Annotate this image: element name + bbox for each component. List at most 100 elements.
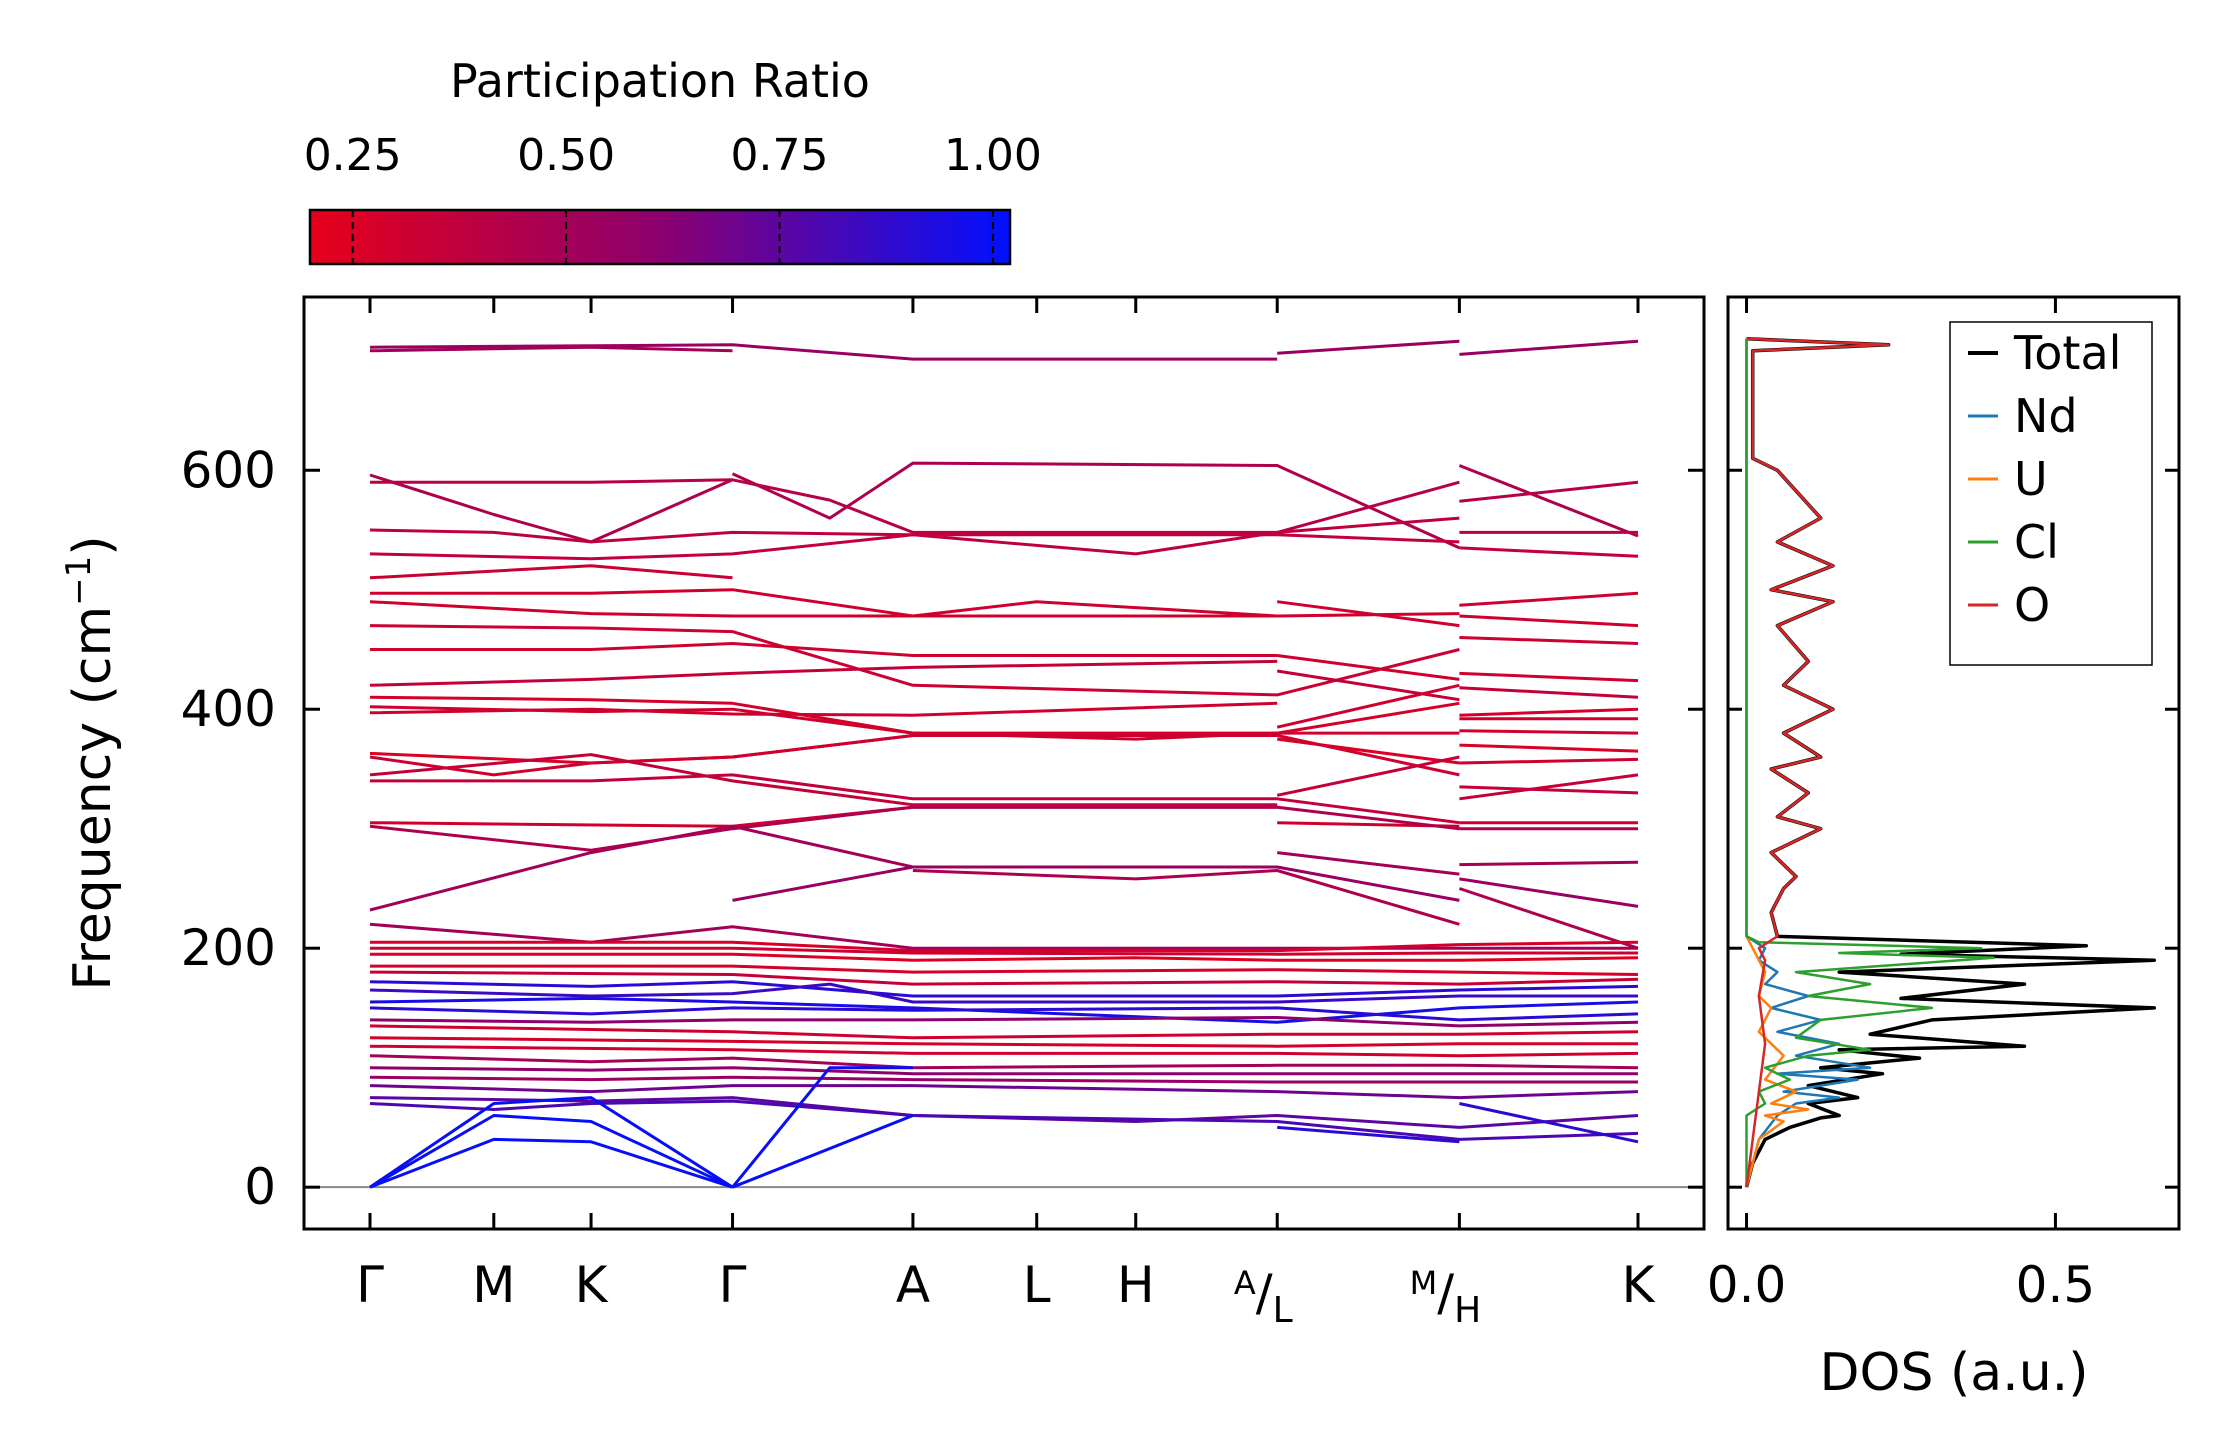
kpoint-label: A (896, 1256, 930, 1314)
band-ylabel: Frequency (cm−1) (59, 535, 123, 990)
band-line (370, 964, 1639, 976)
band-line (369, 701, 1278, 717)
band-line (912, 869, 1460, 926)
colorbar-ticks: 0.25 0.50 0.75 1.00 (304, 130, 1042, 264)
band-line (369, 805, 1460, 852)
band-ylabel-sup: −1 (59, 556, 99, 606)
band-line (369, 345, 733, 353)
band-ylabel-close: ) (63, 535, 123, 555)
band-line (731, 1066, 913, 1189)
band-line (369, 564, 733, 580)
band-ytick-label: 600 (181, 441, 276, 499)
band-line (369, 624, 1460, 697)
band-line (1459, 480, 1639, 503)
band-line (369, 659, 1278, 687)
band-line (369, 1096, 734, 1189)
band-line (1459, 671, 1639, 683)
band-line (369, 1114, 734, 1189)
kpoint-label: L (1023, 1256, 1051, 1314)
dos-xlabel: DOS (a.u.) (1820, 1343, 2089, 1403)
band-line (1459, 757, 1639, 765)
band-line (369, 343, 1278, 361)
band-line (369, 1096, 1639, 1129)
band-line (369, 1099, 1639, 1141)
band-line (732, 865, 1460, 902)
band-line (369, 1137, 733, 1189)
band-line (1459, 743, 1639, 753)
band-line (1276, 669, 1460, 702)
dos-legend: Total Nd U Cl O (1949, 321, 2153, 666)
band-line (731, 461, 1461, 550)
band-line (369, 1054, 1639, 1070)
band-line (369, 1016, 1639, 1028)
band-line (370, 588, 1278, 618)
dos-panel: 0.0 0.5 DOS (a.u.) Total Nd U Cl O (1707, 295, 2181, 1403)
colorbar: Participation Ratio 0.25 0.50 0.75 1.00 (304, 54, 1042, 266)
colorbar-tick-label: 0.25 (304, 130, 402, 181)
dos-frame (1726, 295, 2181, 1231)
band-line (1459, 773, 1639, 801)
band-line (370, 642, 1460, 681)
band-line (1276, 683, 1460, 729)
colorbar-tick-label: 1.00 (944, 130, 1042, 181)
kpoint-label: A/L (1234, 1264, 1293, 1331)
legend-label-nd: Nd (2014, 389, 2078, 443)
colorbar-tick-label: 0.50 (517, 130, 615, 181)
band-line (1459, 729, 1639, 735)
band-line (370, 946, 1638, 956)
band-frame (302, 295, 1706, 1231)
legend-label-u: U (2014, 452, 2048, 506)
band-line (369, 1066, 1638, 1076)
dos-axes: 0.0 0.5 (1707, 297, 2179, 1314)
band-line (369, 1044, 1639, 1058)
band-line (1459, 546, 1639, 558)
band-panel: 0 200 400 600 Γ M K Γ A L H A/L M/H K Frequency (cm−1… (59, 295, 1706, 1331)
colorbar-gradient (308, 208, 1012, 266)
band-line (370, 773, 1460, 825)
band-line (369, 753, 1278, 807)
legend-frame (1949, 321, 2153, 666)
band-line (369, 982, 1638, 1004)
band-line (369, 533, 1460, 561)
kpoint-label: K (1622, 1256, 1656, 1314)
band-line (731, 1114, 914, 1189)
band-line (369, 473, 734, 544)
band-ylabel-main: Frequency (cm (63, 606, 123, 991)
band-line (1277, 1125, 1460, 1144)
band-axes: 0 200 400 600 Γ M K Γ A L H A/L M/H K (181, 297, 1704, 1331)
band-line (369, 1075, 1638, 1084)
band-ytick-label: 400 (181, 680, 276, 738)
band-line (370, 940, 1639, 953)
dos-lines (1744, 337, 2157, 1188)
band-line (369, 1024, 1639, 1040)
kpoint-label: H (1117, 1256, 1155, 1314)
dos-series-cl (1745, 338, 1995, 1188)
dos-xtick-label: 0.5 (2016, 1256, 2096, 1314)
band-line (369, 705, 1460, 741)
band-line (1459, 686, 1639, 699)
band-line (1459, 1102, 1639, 1144)
band-line (1459, 591, 1639, 607)
dos-xtick-label: 0.0 (1707, 1256, 1787, 1314)
band-line (1459, 707, 1639, 717)
legend-label-o: O (2014, 578, 2050, 632)
dos-series-u (1745, 338, 1810, 1188)
band-line (369, 734, 1460, 777)
band-line (1459, 785, 1639, 795)
kpoint-label: Γ (719, 1256, 747, 1314)
kpoint-label: M/H (1410, 1264, 1482, 1331)
colorbar-tick-label: 0.75 (731, 130, 829, 181)
colorbar-title: Participation Ratio (450, 54, 870, 108)
legend-label-total: Total (2013, 326, 2121, 380)
band-line (369, 1084, 1639, 1100)
band-lines (304, 339, 1704, 1189)
band-line (369, 996, 1639, 1024)
band-line (369, 970, 1639, 986)
kpoint-label: K (575, 1256, 609, 1314)
band-line (1458, 887, 1639, 950)
band-line (369, 695, 1460, 735)
band-line (369, 1036, 1638, 1048)
band-line (370, 952, 1639, 962)
band-line (1277, 851, 1460, 876)
